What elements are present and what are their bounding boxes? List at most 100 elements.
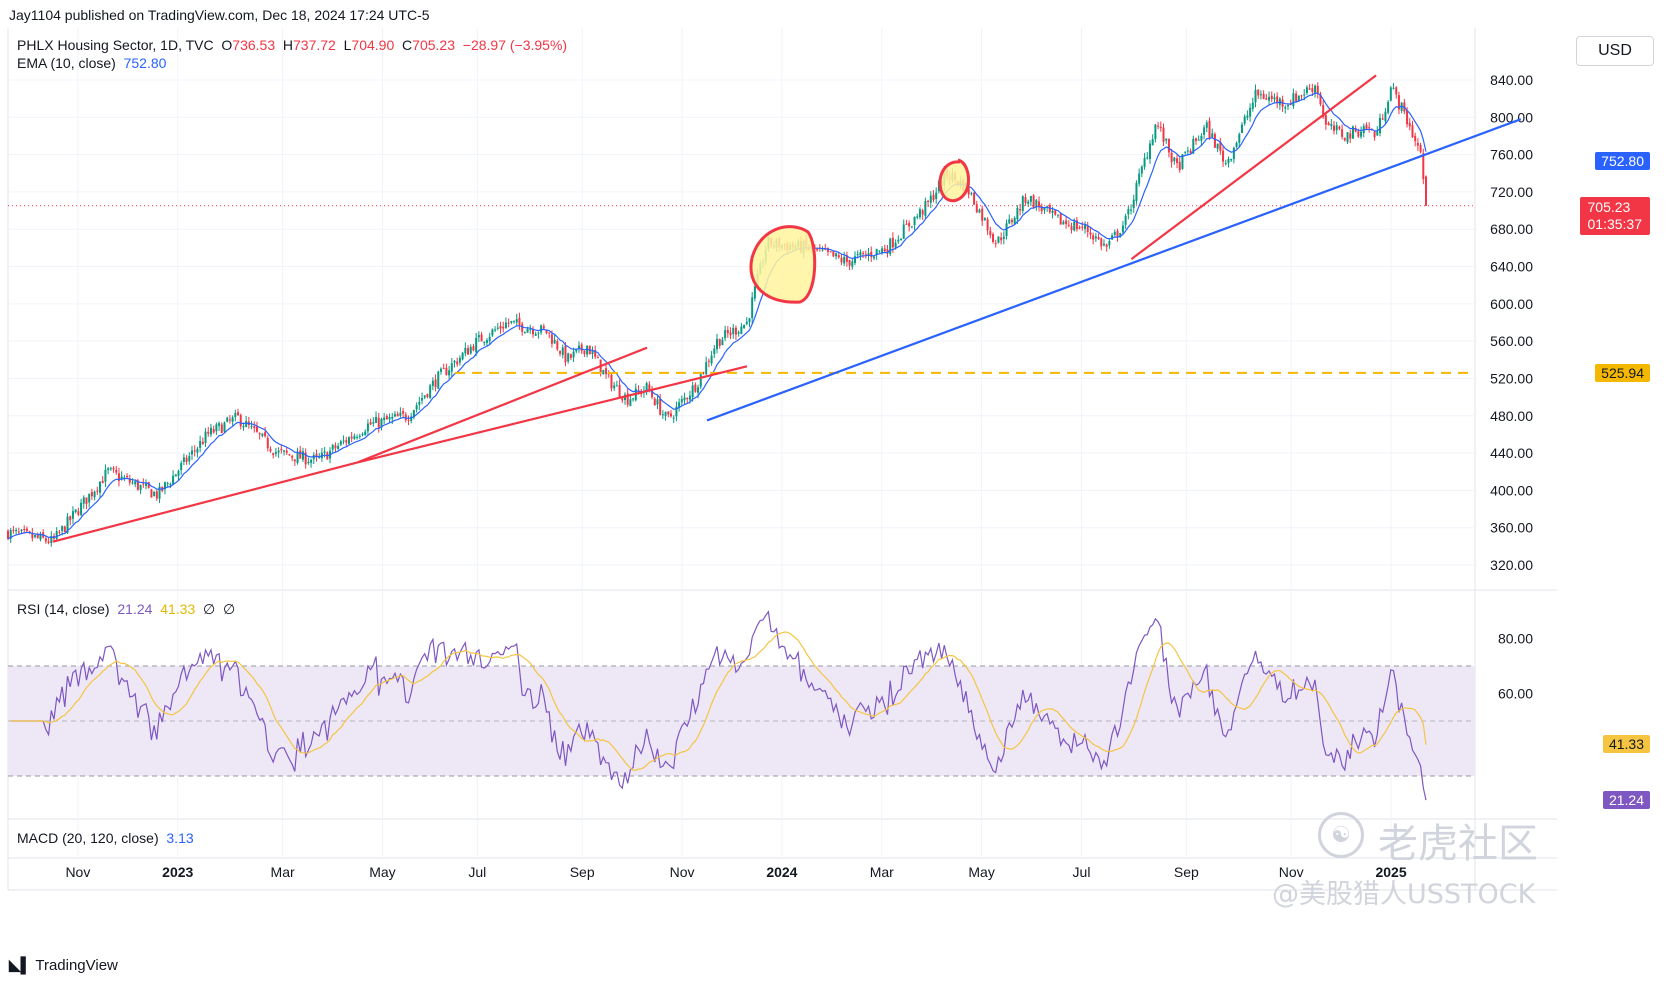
candle-body (101, 481, 104, 484)
rsi-badge-text: 21.24 (1608, 792, 1644, 808)
rsi-value: 21.24 (117, 601, 153, 617)
candle-body (1040, 206, 1043, 212)
candle-body (158, 486, 161, 499)
watermark-title: 老虎社区 (1378, 821, 1538, 867)
candle-body (150, 489, 153, 498)
candle-body (215, 424, 218, 432)
candle-body (231, 417, 234, 422)
candle-body (626, 393, 629, 405)
candle-body (859, 252, 862, 256)
candle-body (448, 370, 451, 376)
y-tick-label: 360.00 (1490, 520, 1533, 536)
candle-body (207, 431, 210, 434)
candle-body (429, 385, 432, 399)
candle-body (285, 450, 288, 453)
candle-body (1121, 225, 1124, 233)
candle-body (577, 345, 580, 349)
candle-body (707, 360, 710, 362)
candle-body (826, 247, 829, 252)
candle-body (1170, 152, 1173, 163)
trendline-red (1130, 74, 1377, 260)
candle-body (613, 385, 616, 389)
candle-body (1246, 115, 1249, 118)
candle-body (913, 216, 916, 226)
candle-body (1138, 173, 1141, 184)
legend-symbol[interactable]: PHLX Housing Sector, 1D, TVC O736.53 H73… (17, 37, 567, 53)
candle-body (556, 341, 559, 350)
candle-body (169, 484, 172, 486)
y-tick-label: 600.00 (1490, 296, 1533, 312)
candle-body (1354, 128, 1357, 132)
y-tick-label: 480.00 (1490, 408, 1533, 424)
candle-body (572, 351, 575, 358)
candle-body (1070, 226, 1073, 230)
candle-body (1357, 131, 1360, 137)
candle-body (924, 201, 927, 216)
candle-body (986, 219, 989, 231)
candle-body (36, 534, 39, 538)
candle-body (661, 414, 664, 416)
candle-body (288, 454, 291, 456)
candle-body (1211, 133, 1214, 138)
candle-body (927, 200, 930, 202)
candle-body (464, 347, 467, 354)
candle-body (618, 384, 621, 398)
candle-body (1051, 210, 1054, 213)
x-tick-label: Nov (65, 864, 90, 880)
candle-body (1425, 176, 1427, 206)
candle-body (310, 459, 313, 463)
candle-body (537, 332, 540, 334)
candle-body (542, 326, 545, 329)
close-value: 705.23 (412, 37, 455, 53)
candle-body (442, 368, 445, 370)
candle-body (935, 192, 938, 199)
candle-body (932, 194, 935, 201)
candle-body (383, 417, 386, 421)
candle-body (69, 516, 72, 521)
candle-body (697, 387, 700, 393)
candle-body (117, 473, 120, 481)
candle-body (1422, 153, 1425, 180)
candle-body (180, 463, 183, 471)
candle-body (718, 338, 721, 346)
candle-body (402, 411, 405, 414)
candle-body (699, 374, 702, 387)
candle-body (1200, 135, 1203, 141)
candle-body (1027, 201, 1030, 204)
candle-body (237, 412, 240, 416)
candle-body (39, 533, 42, 540)
currency-selector[interactable]: USD (1576, 36, 1654, 66)
candle-body (1268, 96, 1271, 101)
legend-ema[interactable]: EMA (10, close) 752.80 (17, 55, 166, 71)
candle-body (583, 350, 586, 355)
legend-macd[interactable]: MACD (20, 120, close) 3.13 (17, 830, 194, 846)
candle-body (1135, 182, 1138, 202)
candle-body (1319, 93, 1322, 105)
legend-rsi[interactable]: RSI (14, close) 21.24 41.33 ∅ ∅ (17, 601, 235, 618)
candle-body (264, 432, 267, 437)
candle-body (605, 368, 608, 375)
ema-value: 752.80 (123, 55, 167, 71)
candle-body (905, 223, 908, 225)
candle-body (1257, 89, 1260, 96)
candle-body (58, 531, 61, 533)
candle-body (1078, 227, 1081, 229)
candle-body (1397, 95, 1400, 110)
candle-body (1029, 195, 1032, 202)
candle-body (418, 401, 421, 405)
candle-body (1408, 122, 1411, 127)
candle-body (889, 238, 892, 254)
tradingview-logo[interactable]: ◣▌ TradingView (9, 956, 118, 974)
candle-body (569, 354, 572, 358)
candle-body (1351, 126, 1354, 139)
candle-body (870, 251, 873, 258)
candle-body (174, 474, 177, 477)
trendline-red (357, 365, 748, 464)
candle-body (515, 319, 518, 323)
symbol-name: PHLX Housing Sector, 1D, TVC (17, 37, 214, 53)
ema-line (7, 92, 1427, 540)
candle-body (20, 529, 23, 531)
candle-body (748, 318, 751, 323)
candle-body (1395, 87, 1398, 95)
